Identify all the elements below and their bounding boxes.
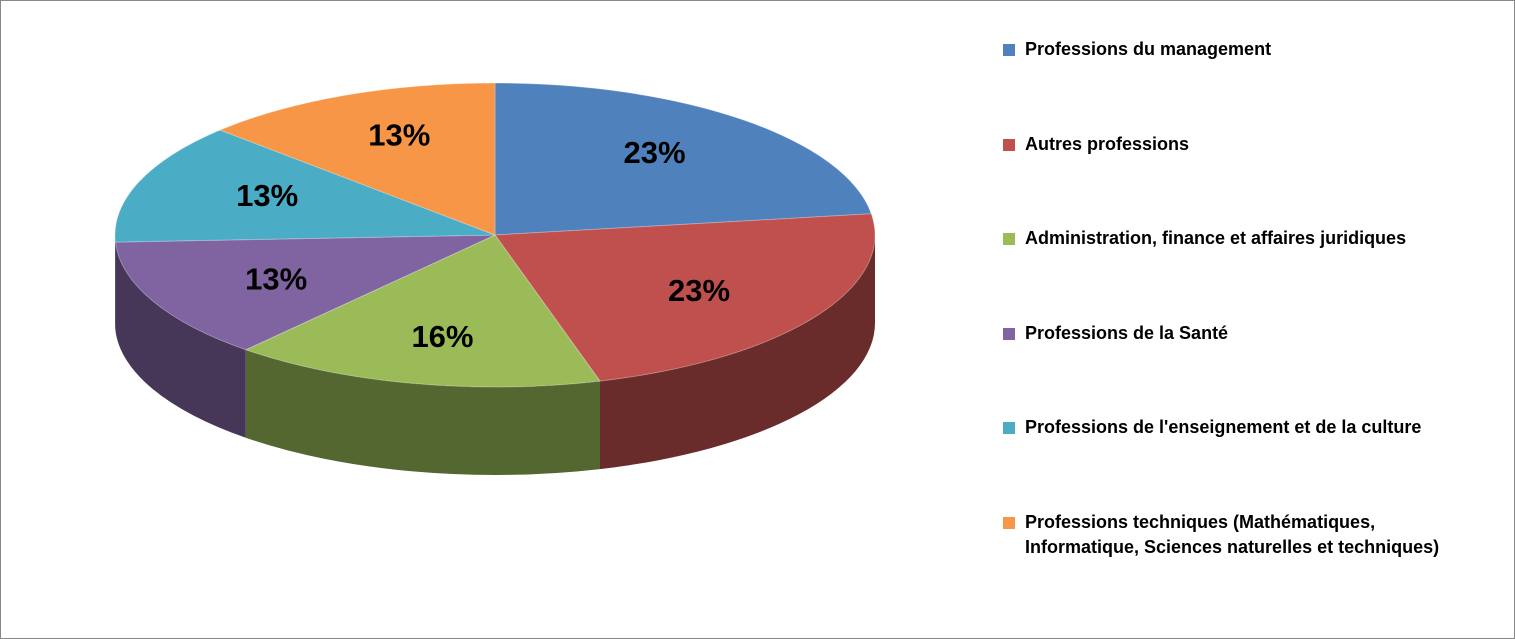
legend-label: Professions de la Santé	[1025, 322, 1229, 343]
legend-swatch	[1003, 516, 1015, 529]
data-label: 23%	[668, 273, 730, 308]
legend-swatch	[1003, 138, 1015, 151]
legend-swatch	[1003, 233, 1015, 245]
data-label: 16%	[411, 319, 473, 354]
slice-side	[245, 349, 600, 475]
legend-item: Professions du management	[1003, 37, 1473, 62]
legend-label: Professions de l'enseignement et de la c…	[1025, 417, 1422, 437]
legend-item: Autres professions	[1003, 132, 1473, 157]
slice	[494, 82, 872, 236]
slice	[114, 234, 496, 351]
slice-side	[599, 235, 875, 470]
legend-label: Administration, finance et affaires juri…	[1025, 228, 1407, 248]
legend-label: Autres professions	[1025, 133, 1190, 154]
data-label: 13%	[245, 262, 307, 297]
legend-item: Professions techniques (Mathématiques, I…	[1003, 510, 1473, 560]
slice	[114, 129, 496, 243]
legend-label: Professions du management	[1025, 39, 1272, 59]
legend-swatch	[1003, 44, 1015, 56]
slice	[494, 213, 876, 382]
legend-swatch	[1003, 327, 1015, 340]
legend-swatch	[1003, 422, 1015, 434]
data-label: 23%	[623, 135, 685, 170]
legend-item: Professions de l'enseignement et de la c…	[1003, 415, 1473, 440]
slice-side	[115, 242, 246, 438]
slice	[218, 82, 496, 236]
slice	[244, 234, 601, 388]
legend-item: Professions de la Santé	[1003, 321, 1473, 346]
data-label: 13%	[368, 117, 430, 152]
legend-item: Administration, finance et affaires juri…	[1003, 226, 1473, 251]
data-label: 13%	[236, 178, 298, 213]
legend-label: Professions techniques (Mathématiques, I…	[1025, 511, 1440, 557]
